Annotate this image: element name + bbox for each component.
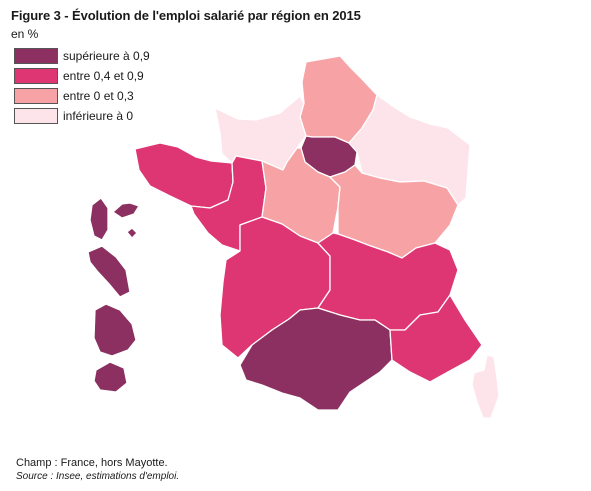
legend-swatch	[14, 48, 58, 64]
legend-swatch	[14, 108, 58, 124]
legend-item-0-4-to-0-9: entre 0,4 et 0,9	[14, 66, 150, 86]
legend-item-below-0: inférieure à 0	[14, 106, 150, 126]
region-la-reunion[interactable]	[93, 361, 128, 393]
figure-title: Figure 3 - Évolution de l'emploi salarié…	[11, 8, 361, 23]
region-corse[interactable]	[471, 354, 500, 419]
legend-label: supérieure à 0,9	[63, 49, 150, 63]
legend-swatch	[14, 88, 58, 104]
region-provence-alpes-cote-d-azur[interactable]	[389, 294, 483, 383]
source-note: Source : Insee, estimations d'emploi.	[16, 471, 180, 482]
region-bretagne[interactable]	[134, 142, 234, 209]
region-guadeloupe-marie-galante[interactable]	[126, 227, 138, 239]
legend-item-above-0-9: supérieure à 0,9	[14, 46, 150, 66]
legend-label: entre 0,4 et 0,9	[63, 69, 144, 83]
region-martinique[interactable]	[87, 245, 131, 298]
champ-note: Champ : France, hors Mayotte.	[16, 457, 168, 469]
region-guyane[interactable]	[93, 303, 137, 357]
region-occitanie[interactable]	[239, 307, 393, 411]
legend-item-0-to-0-3: entre 0 et 0,3	[14, 86, 150, 106]
unit-label: en %	[11, 27, 39, 41]
legend-swatch	[14, 68, 58, 84]
region-guadeloupe-basse-terre[interactable]	[89, 197, 109, 241]
legend-label: inférieure à 0	[63, 109, 134, 123]
footer: Champ : France, hors Mayotte. Source : I…	[16, 457, 179, 483]
legend-label: entre 0 et 0,3	[63, 89, 134, 103]
region-guadeloupe-grande-terre[interactable]	[112, 202, 140, 219]
legend: supérieure à 0,9 entre 0,4 et 0,9 entre …	[14, 46, 150, 126]
